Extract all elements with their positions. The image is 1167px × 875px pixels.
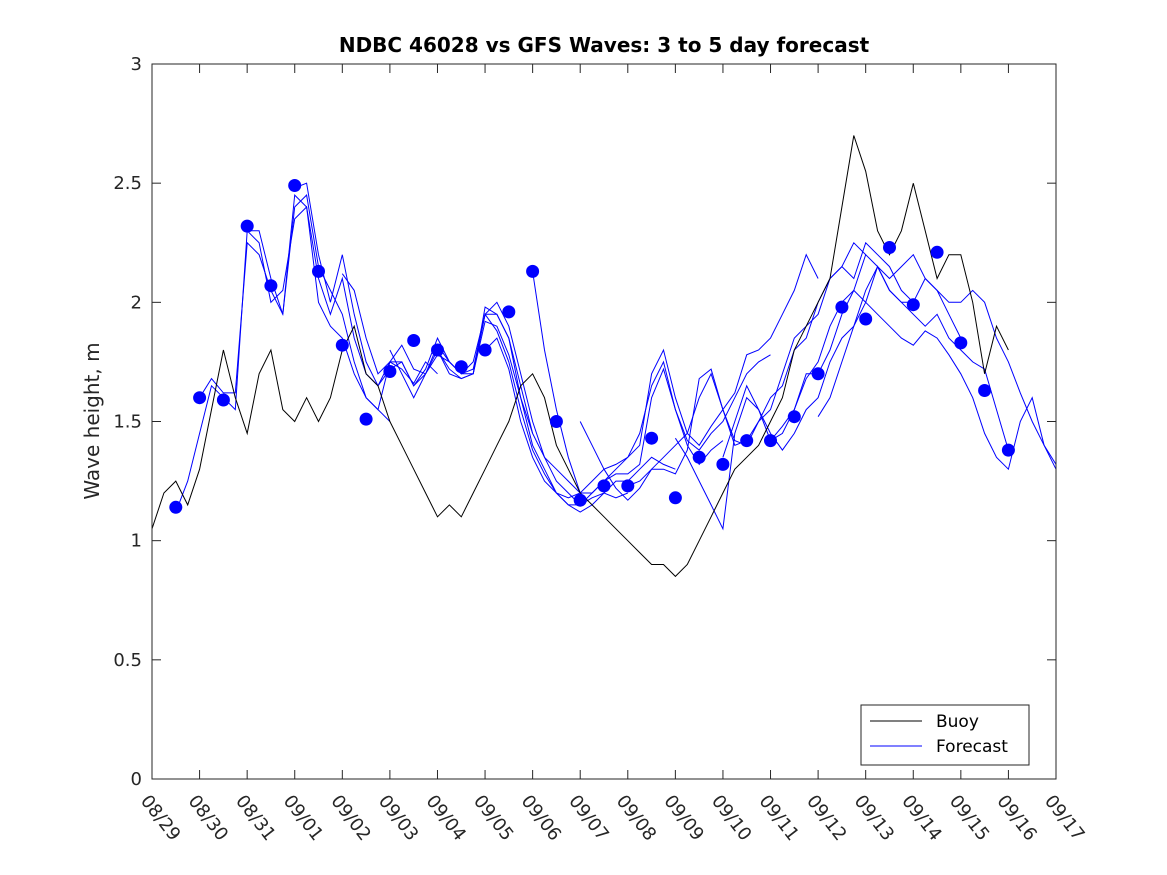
forecast-marker <box>835 300 849 314</box>
y-tick-label: 3 <box>131 54 142 75</box>
forecast-marker <box>692 450 706 464</box>
forecast-marker <box>216 393 230 407</box>
forecast-run-4 <box>294 182 581 494</box>
legend-forecast-label: Forecast <box>936 737 1008 757</box>
forecast-marker <box>193 391 207 405</box>
forecast-marker <box>383 365 397 378</box>
y-axis-label: Wave height, m <box>80 342 104 499</box>
forecast-marker <box>240 219 254 233</box>
forecast-marker <box>478 343 492 357</box>
forecast-run-12 <box>674 253 962 531</box>
forecast-marker <box>645 431 659 445</box>
forecast-marker <box>954 336 968 350</box>
legend: Buoy Forecast <box>860 704 1030 766</box>
forecast-marker <box>930 245 944 259</box>
forecast-marker <box>264 279 278 293</box>
forecast-marker <box>859 312 873 326</box>
series-layer <box>151 135 1057 578</box>
forecast-marker <box>1001 443 1015 457</box>
forecast-run-1 <box>175 205 391 513</box>
forecast-marker <box>359 412 373 426</box>
forecast-marker <box>573 493 587 507</box>
forecast-marker <box>169 500 183 514</box>
forecast-marker <box>883 241 896 254</box>
y-tick-label: 1.5 <box>113 412 142 433</box>
forecast-marker <box>621 479 635 493</box>
y-tick-label: 1 <box>131 531 142 552</box>
forecast-marker <box>454 360 468 374</box>
forecast-marker <box>335 338 349 352</box>
forecast-marker <box>597 479 611 493</box>
forecast-marker <box>978 384 992 397</box>
forecast-run-11 <box>627 241 914 487</box>
forecast-marker <box>668 491 682 505</box>
forecast-marker <box>764 434 777 448</box>
forecast-marker <box>549 415 563 428</box>
y-tick-label: 2.5 <box>113 173 142 194</box>
forecast-marker <box>526 264 540 278</box>
plot-area <box>152 64 1056 779</box>
buoy-line <box>151 135 1009 578</box>
forecast-marker <box>431 343 444 357</box>
y-tick-label: 2 <box>131 292 142 313</box>
forecast-marker <box>407 334 421 347</box>
forecast-marker <box>811 367 825 381</box>
forecast-marker <box>288 179 302 192</box>
forecast-marker <box>312 264 325 278</box>
legend-box <box>860 704 1030 766</box>
forecast-marker <box>716 457 730 471</box>
forecast-run-15 <box>817 301 1057 471</box>
forecast-marker <box>740 434 754 448</box>
forecast-marker <box>502 305 516 319</box>
forecast-marker <box>787 410 801 424</box>
forecast-marker <box>906 298 920 312</box>
legend-buoy-label: Buoy <box>936 712 979 732</box>
chart-title: NDBC 46028 vs GFS Waves: 3 to 5 day fore… <box>339 33 870 57</box>
y-tick-label: 0.5 <box>113 650 142 671</box>
y-tick-label: 0 <box>131 769 142 790</box>
